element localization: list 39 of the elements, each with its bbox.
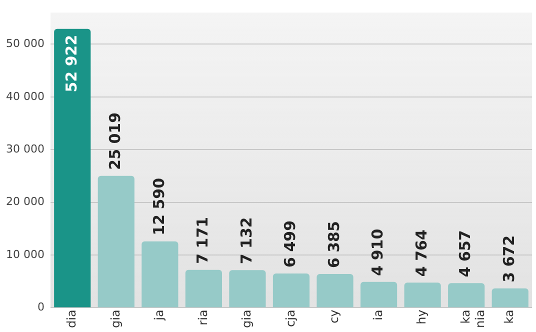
data-label: 25 019 xyxy=(106,112,124,170)
x-tick-label: cja xyxy=(283,310,298,327)
y-tick-label: 20 000 xyxy=(6,195,44,208)
bar xyxy=(54,28,91,308)
data-label: 4 910 xyxy=(368,228,387,276)
x-tick-label: dia xyxy=(64,310,78,328)
y-tick-label: 30 000 xyxy=(6,142,44,156)
bar xyxy=(185,270,222,308)
bar xyxy=(98,176,134,308)
y-tick-label: 40 000 xyxy=(6,90,44,103)
x-tick-label: hy xyxy=(414,310,429,324)
x-tick-label: ia xyxy=(370,310,385,320)
x-tick-label: gia xyxy=(108,310,122,328)
data-label: 7 132 xyxy=(237,217,256,264)
bar xyxy=(404,282,441,308)
y-tick-label: 0 xyxy=(37,300,44,314)
bar xyxy=(448,283,485,308)
x-tick-label: ria xyxy=(196,310,210,326)
y-tick-label: 10 000 xyxy=(6,248,44,261)
data-label: 6 385 xyxy=(324,221,343,268)
x-tick-label: gia xyxy=(240,310,254,328)
data-label: 4 764 xyxy=(412,230,430,277)
y-tick-label: 50 000 xyxy=(6,37,44,50)
data-label: 3 672 xyxy=(500,235,518,282)
data-label: 12 590 xyxy=(150,178,168,236)
bar xyxy=(492,288,528,308)
x-tick-label: ka xyxy=(502,310,516,324)
data-label: 52 922 xyxy=(62,34,80,92)
data-label: 4 657 xyxy=(456,230,474,278)
data-label: 7 171 xyxy=(194,216,212,264)
bar xyxy=(360,282,398,308)
bar xyxy=(142,241,178,308)
x-tick-label: ka nia xyxy=(458,310,487,328)
bar xyxy=(229,270,266,308)
x-tick-label: cy xyxy=(327,310,342,324)
data-label: 6 499 xyxy=(281,220,300,268)
bar xyxy=(316,274,354,308)
bar xyxy=(272,273,310,308)
x-tick-label: ja xyxy=(152,310,166,322)
